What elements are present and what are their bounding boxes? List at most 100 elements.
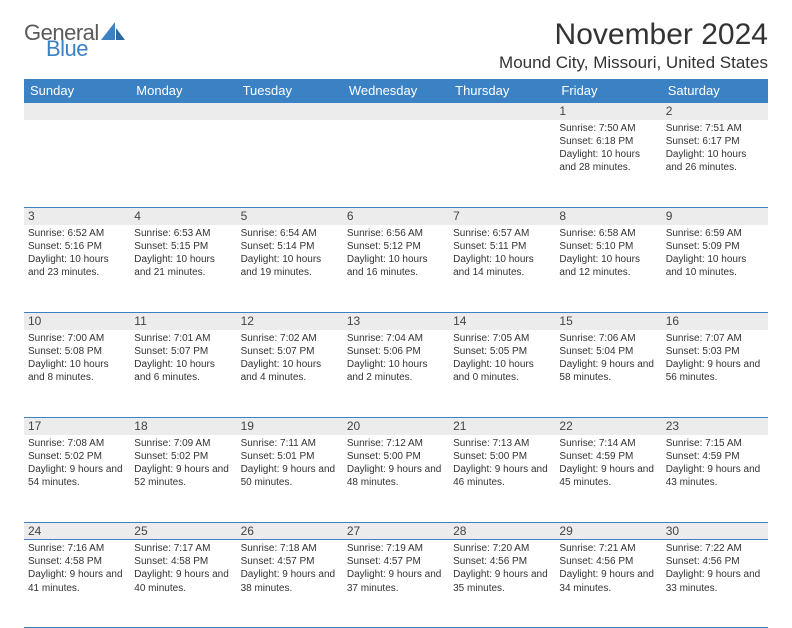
calendar-table: Sunday Monday Tuesday Wednesday Thursday… (24, 79, 768, 628)
daylight-text: Daylight: 9 hours and 58 minutes. (559, 358, 657, 384)
title-block: November 2024 Mound City, Missouri, Unit… (499, 18, 768, 73)
sunset-text: Sunset: 5:00 PM (453, 450, 551, 463)
day-header-monday: Monday (130, 79, 236, 103)
sunset-text: Sunset: 4:57 PM (347, 555, 445, 568)
sunrise-text: Sunrise: 7:21 AM (559, 542, 657, 555)
brand-logo: General Blue (24, 18, 125, 60)
day-cell: Sunrise: 7:01 AMSunset: 5:07 PMDaylight:… (130, 330, 236, 418)
location-subtitle: Mound City, Missouri, United States (499, 53, 768, 73)
day-cell: Sunrise: 7:04 AMSunset: 5:06 PMDaylight:… (343, 330, 449, 418)
sunrise-text: Sunrise: 7:14 AM (559, 437, 657, 450)
sunset-text: Sunset: 5:09 PM (666, 240, 764, 253)
sunrise-text: Sunrise: 7:19 AM (347, 542, 445, 555)
day-cell: Sunrise: 7:50 AMSunset: 6:18 PMDaylight:… (555, 120, 661, 208)
sunset-text: Sunset: 5:08 PM (28, 345, 126, 358)
calendar-body: 12Sunrise: 7:50 AMSunset: 6:18 PMDayligh… (24, 103, 768, 628)
sunset-text: Sunset: 4:56 PM (666, 555, 764, 568)
sunrise-text: Sunrise: 7:15 AM (666, 437, 764, 450)
day-header-row: Sunday Monday Tuesday Wednesday Thursday… (24, 79, 768, 103)
logo-text-blue: Blue (46, 38, 125, 60)
day-detail-row: Sunrise: 7:16 AMSunset: 4:58 PMDaylight:… (24, 540, 768, 628)
sunrise-text: Sunrise: 6:56 AM (347, 227, 445, 240)
day-number: 20 (343, 418, 449, 435)
sunset-text: Sunset: 5:12 PM (347, 240, 445, 253)
sunrise-text: Sunrise: 6:57 AM (453, 227, 551, 240)
day-number (343, 103, 449, 120)
sunset-text: Sunset: 4:59 PM (666, 450, 764, 463)
month-title: November 2024 (499, 18, 768, 52)
day-cell (24, 120, 130, 208)
day-number: 24 (24, 523, 130, 540)
day-cell: Sunrise: 7:16 AMSunset: 4:58 PMDaylight:… (24, 540, 130, 628)
day-cell: Sunrise: 7:15 AMSunset: 4:59 PMDaylight:… (662, 435, 768, 523)
daynum-row: 12 (24, 103, 768, 120)
sunset-text: Sunset: 5:07 PM (241, 345, 339, 358)
sunrise-text: Sunrise: 7:09 AM (134, 437, 232, 450)
sunrise-text: Sunrise: 7:04 AM (347, 332, 445, 345)
sunrise-text: Sunrise: 7:16 AM (28, 542, 126, 555)
day-number: 5 (237, 208, 343, 225)
sunrise-text: Sunrise: 7:01 AM (134, 332, 232, 345)
day-cell (343, 120, 449, 208)
day-number: 7 (449, 208, 555, 225)
calendar-page: General Blue November 2024 Mound City, M… (0, 0, 792, 628)
sunrise-text: Sunrise: 6:52 AM (28, 227, 126, 240)
day-detail-row: Sunrise: 7:50 AMSunset: 6:18 PMDaylight:… (24, 120, 768, 208)
day-cell: Sunrise: 6:52 AMSunset: 5:16 PMDaylight:… (24, 225, 130, 313)
day-number: 19 (237, 418, 343, 435)
daylight-text: Daylight: 10 hours and 23 minutes. (28, 253, 126, 279)
sunset-text: Sunset: 6:18 PM (559, 135, 657, 148)
daylight-text: Daylight: 10 hours and 4 minutes. (241, 358, 339, 384)
sunrise-text: Sunrise: 7:05 AM (453, 332, 551, 345)
daynum-row: 17181920212223 (24, 418, 768, 435)
daylight-text: Daylight: 10 hours and 21 minutes. (134, 253, 232, 279)
sunrise-text: Sunrise: 7:18 AM (241, 542, 339, 555)
sunset-text: Sunset: 5:01 PM (241, 450, 339, 463)
day-number: 30 (662, 523, 768, 540)
day-number (237, 103, 343, 120)
day-cell: Sunrise: 6:53 AMSunset: 5:15 PMDaylight:… (130, 225, 236, 313)
daylight-text: Daylight: 10 hours and 26 minutes. (666, 148, 764, 174)
daylight-text: Daylight: 9 hours and 48 minutes. (347, 463, 445, 489)
daylight-text: Daylight: 9 hours and 33 minutes. (666, 568, 764, 594)
sunset-text: Sunset: 5:02 PM (28, 450, 126, 463)
day-number: 11 (130, 313, 236, 330)
day-cell: Sunrise: 7:12 AMSunset: 5:00 PMDaylight:… (343, 435, 449, 523)
day-cell: Sunrise: 7:14 AMSunset: 4:59 PMDaylight:… (555, 435, 661, 523)
daylight-text: Daylight: 9 hours and 52 minutes. (134, 463, 232, 489)
day-number (449, 103, 555, 120)
day-detail-row: Sunrise: 6:52 AMSunset: 5:16 PMDaylight:… (24, 225, 768, 313)
daylight-text: Daylight: 10 hours and 2 minutes. (347, 358, 445, 384)
sunset-text: Sunset: 4:59 PM (559, 450, 657, 463)
daylight-text: Daylight: 9 hours and 41 minutes. (28, 568, 126, 594)
day-number: 26 (237, 523, 343, 540)
day-number: 17 (24, 418, 130, 435)
day-detail-row: Sunrise: 7:00 AMSunset: 5:08 PMDaylight:… (24, 330, 768, 418)
day-number: 1 (555, 103, 661, 120)
day-number: 14 (449, 313, 555, 330)
sunset-text: Sunset: 5:06 PM (347, 345, 445, 358)
day-number: 27 (343, 523, 449, 540)
day-cell: Sunrise: 7:21 AMSunset: 4:56 PMDaylight:… (555, 540, 661, 628)
sunset-text: Sunset: 5:00 PM (347, 450, 445, 463)
day-cell: Sunrise: 7:18 AMSunset: 4:57 PMDaylight:… (237, 540, 343, 628)
sunset-text: Sunset: 5:04 PM (559, 345, 657, 358)
daylight-text: Daylight: 9 hours and 37 minutes. (347, 568, 445, 594)
sunrise-text: Sunrise: 7:08 AM (28, 437, 126, 450)
daylight-text: Daylight: 9 hours and 45 minutes. (559, 463, 657, 489)
daylight-text: Daylight: 10 hours and 6 minutes. (134, 358, 232, 384)
day-cell: Sunrise: 7:19 AMSunset: 4:57 PMDaylight:… (343, 540, 449, 628)
day-number: 4 (130, 208, 236, 225)
day-number: 23 (662, 418, 768, 435)
day-number: 2 (662, 103, 768, 120)
day-number: 8 (555, 208, 661, 225)
day-cell: Sunrise: 7:08 AMSunset: 5:02 PMDaylight:… (24, 435, 130, 523)
sunrise-text: Sunrise: 7:12 AM (347, 437, 445, 450)
day-number: 18 (130, 418, 236, 435)
sunset-text: Sunset: 5:14 PM (241, 240, 339, 253)
sunrise-text: Sunrise: 7:00 AM (28, 332, 126, 345)
daynum-row: 10111213141516 (24, 313, 768, 330)
daylight-text: Daylight: 10 hours and 19 minutes. (241, 253, 339, 279)
daylight-text: Daylight: 9 hours and 50 minutes. (241, 463, 339, 489)
daylight-text: Daylight: 10 hours and 8 minutes. (28, 358, 126, 384)
